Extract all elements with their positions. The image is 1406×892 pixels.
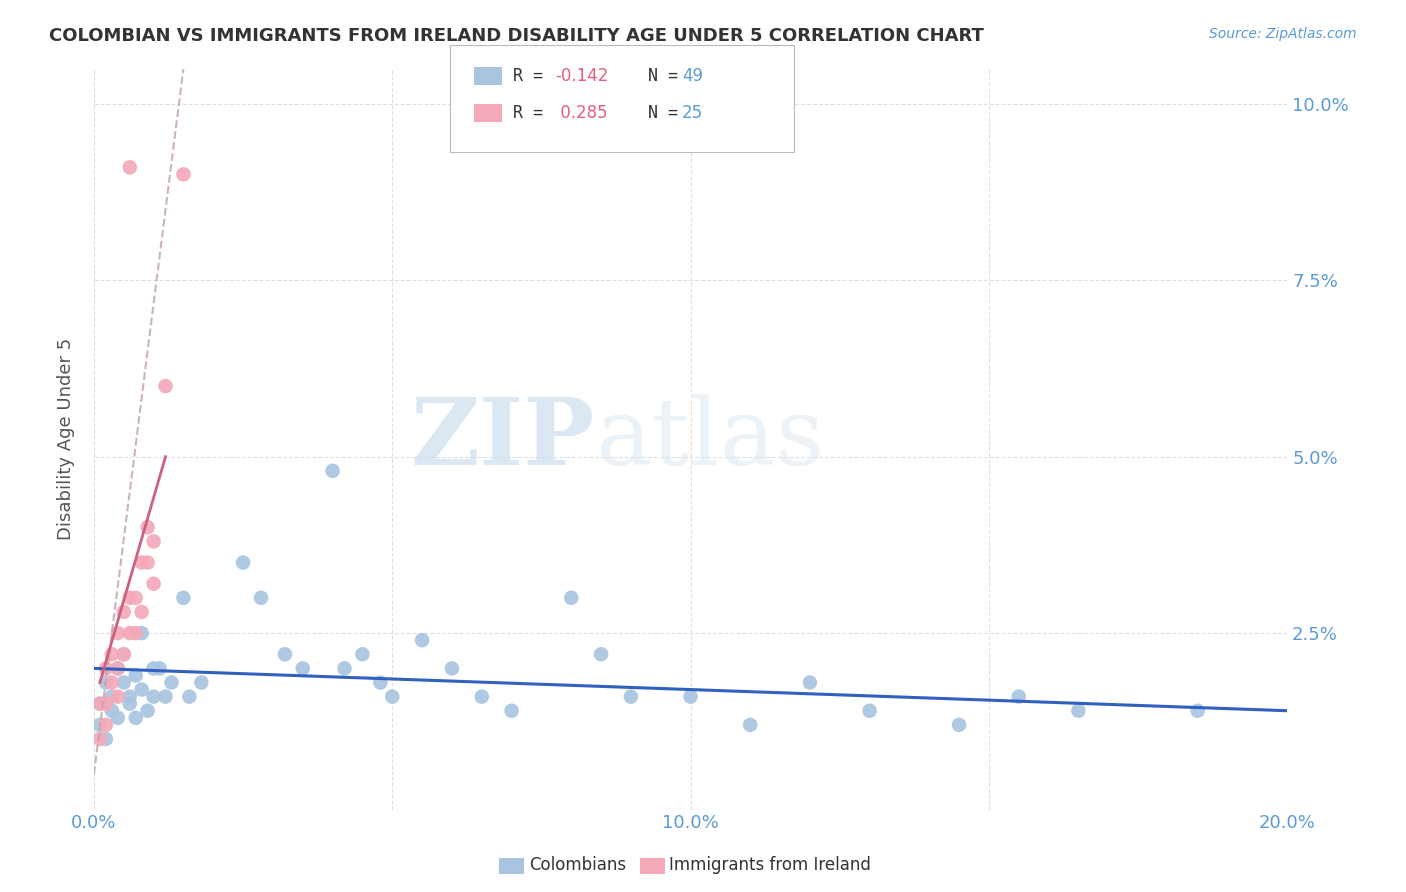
Point <box>155 379 177 393</box>
Text: atlas: atlas <box>595 394 824 484</box>
Point <box>620 690 643 704</box>
Point <box>107 690 129 704</box>
Point <box>89 697 111 711</box>
Point <box>501 704 523 718</box>
Point <box>440 661 463 675</box>
Text: COLOMBIAN VS IMMIGRANTS FROM IRELAND DISABILITY AGE UNDER 5 CORRELATION CHART: COLOMBIAN VS IMMIGRANTS FROM IRELAND DIS… <box>49 27 984 45</box>
Point <box>112 605 135 619</box>
Text: 25: 25 <box>682 104 703 122</box>
Point <box>136 556 159 570</box>
Text: Immigrants from Ireland: Immigrants from Ireland <box>669 856 872 874</box>
Point <box>560 591 582 605</box>
Point <box>112 675 135 690</box>
Point <box>136 704 159 718</box>
Point <box>250 591 273 605</box>
Text: -0.142: -0.142 <box>555 67 609 85</box>
Point <box>94 661 117 675</box>
Text: Source: ZipAtlas.com: Source: ZipAtlas.com <box>1209 27 1357 41</box>
Point <box>107 626 129 640</box>
Point <box>148 661 170 675</box>
Point <box>131 682 153 697</box>
Point <box>172 167 194 181</box>
Point <box>101 647 124 661</box>
Point <box>333 661 356 675</box>
Point <box>101 675 124 690</box>
Point <box>155 690 177 704</box>
Text: N =: N = <box>628 67 689 85</box>
Point <box>125 591 148 605</box>
Text: 49: 49 <box>682 67 703 85</box>
Point <box>118 690 141 704</box>
Point <box>142 534 165 549</box>
Point <box>679 690 702 704</box>
Text: ZIP: ZIP <box>411 394 595 484</box>
Point <box>131 605 153 619</box>
Point <box>142 661 165 675</box>
Point <box>352 647 374 661</box>
Text: Colombians: Colombians <box>529 856 626 874</box>
Text: R =: R = <box>513 104 553 122</box>
Point <box>94 718 117 732</box>
Text: 0.285: 0.285 <box>555 104 607 122</box>
Point <box>112 647 135 661</box>
Point <box>160 675 183 690</box>
Point <box>740 718 762 732</box>
Point <box>142 690 165 704</box>
Point <box>131 556 153 570</box>
Point <box>411 633 433 648</box>
Point <box>107 711 129 725</box>
Point <box>89 697 111 711</box>
Point <box>322 464 344 478</box>
Point <box>274 647 297 661</box>
Point <box>799 675 821 690</box>
Point <box>89 731 111 746</box>
Y-axis label: Disability Age Under 5: Disability Age Under 5 <box>58 338 75 541</box>
Point <box>948 718 970 732</box>
Point <box>1008 690 1031 704</box>
Point <box>125 711 148 725</box>
Point <box>101 704 124 718</box>
Point <box>94 731 117 746</box>
Point <box>471 690 494 704</box>
Point <box>94 697 117 711</box>
Point <box>591 647 613 661</box>
Point <box>291 661 314 675</box>
Point <box>112 647 135 661</box>
Point <box>107 661 129 675</box>
Point <box>858 704 880 718</box>
Point <box>136 520 159 534</box>
Point <box>172 591 194 605</box>
Point <box>368 675 391 690</box>
Text: R =: R = <box>513 67 553 85</box>
Point <box>107 661 129 675</box>
Text: N =: N = <box>628 104 689 122</box>
Point <box>232 556 254 570</box>
Point <box>179 690 201 704</box>
Point <box>118 626 141 640</box>
Point <box>1187 704 1209 718</box>
Point <box>94 675 117 690</box>
Point <box>131 626 153 640</box>
Point <box>1067 704 1090 718</box>
Point <box>118 591 141 605</box>
Point <box>89 718 111 732</box>
Point <box>101 690 124 704</box>
Point <box>125 668 148 682</box>
Point <box>142 576 165 591</box>
Point <box>118 161 141 175</box>
Point <box>190 675 212 690</box>
Point <box>381 690 404 704</box>
Point <box>125 626 148 640</box>
Point <box>118 697 141 711</box>
